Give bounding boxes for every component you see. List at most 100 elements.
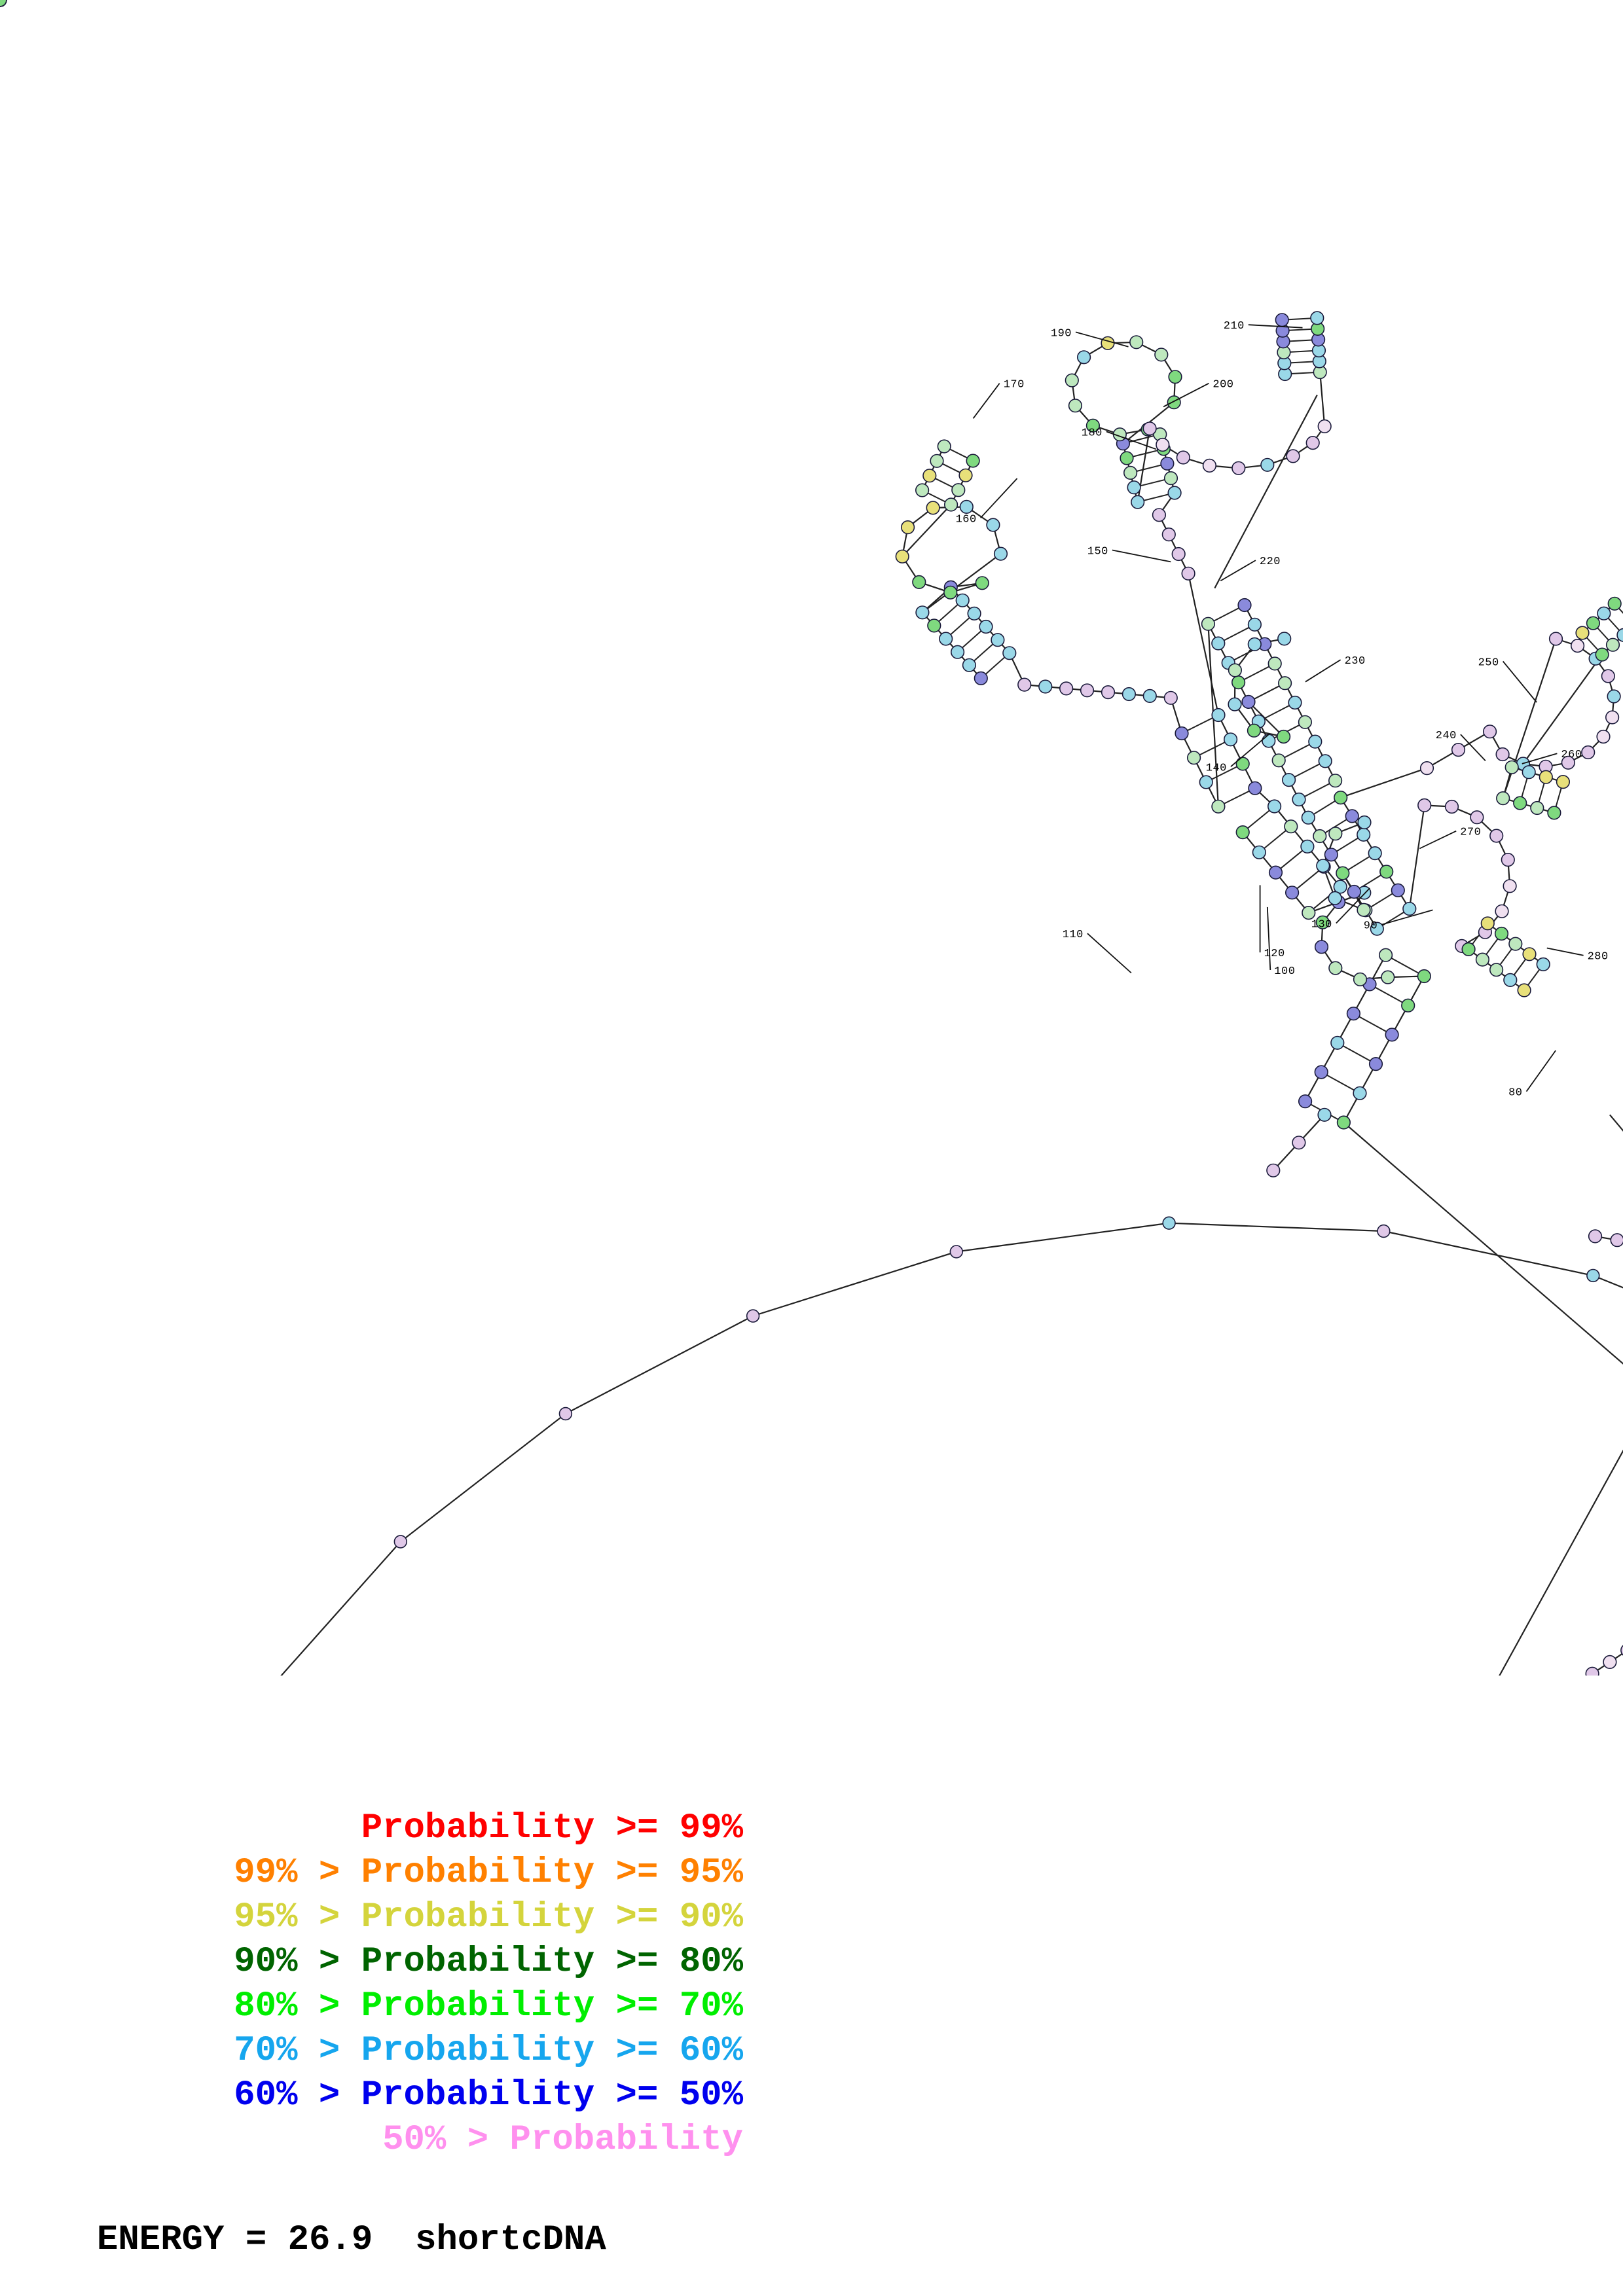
label-leader (1381, 909, 1433, 925)
nucleotide-circle (1581, 745, 1596, 760)
nucleotide-circle (1318, 754, 1332, 768)
nucleotide-circle (1530, 800, 1544, 816)
nucleotide-circle (393, 1535, 407, 1549)
nucleotide-circle (1605, 710, 1620, 725)
nucleotide-circle (1402, 901, 1417, 916)
position-label: 250 (1478, 656, 1499, 669)
nucleotide-circle (1038, 679, 1053, 694)
nucleotide-circle (975, 576, 989, 590)
backbone-segment (1158, 514, 1190, 574)
basepair-layer (922, 317, 1623, 1123)
legend-row: 99% > Probability >= 95% (234, 1853, 743, 1893)
nucleotide-circle (1357, 903, 1371, 917)
nucleotide-circle (1317, 1107, 1332, 1122)
legend-row: 60% > Probability >= 50% (234, 2075, 743, 2115)
nucleotide-circle (959, 499, 974, 514)
nucleotide-circle (1596, 729, 1611, 744)
nucleotide-circle (1266, 1163, 1281, 1177)
nucleotide-circle (1235, 757, 1250, 771)
nucleotide-circle (900, 520, 915, 535)
nucleotide-circle (951, 483, 966, 497)
nucleotide-circle (1288, 695, 1302, 710)
nucleotide-circle (1292, 792, 1306, 807)
nucleotide-circle (1308, 734, 1322, 749)
nucleotide-circle (1277, 676, 1292, 691)
nucleotide-circle (1211, 636, 1226, 651)
nucleotide-circle (1605, 637, 1620, 652)
nucleotide-circle (1489, 963, 1504, 977)
nucleotide-circle (1330, 1035, 1345, 1050)
nucleotide-circle (1202, 458, 1216, 473)
position-label: 140 (1206, 762, 1227, 774)
nucleotide-circle (1451, 742, 1466, 757)
backbone-segment (1304, 954, 1387, 1102)
nucleotide-circle (1276, 729, 1291, 744)
base-pair (1385, 954, 1425, 977)
nucleotide-circle (1401, 998, 1415, 1013)
position-label: 80 (1508, 1087, 1522, 1100)
nucleotide-circle (937, 439, 951, 454)
position-label: 100 (1274, 965, 1295, 978)
nucleotide-circle (1152, 508, 1166, 522)
nucleotide-circle (1536, 957, 1550, 971)
nucleotide-circle (1168, 370, 1182, 384)
nucleotide-circle (1122, 687, 1136, 702)
nucleotide-circle (1417, 798, 1432, 812)
nucleotide-circle (1175, 726, 1189, 741)
nucleotide-circle (1277, 632, 1292, 646)
nucleotide-circle (1607, 689, 1621, 704)
nucleotide-circle (1231, 675, 1246, 690)
backbone-segment (1343, 1122, 1623, 1365)
backbone-segment (1601, 634, 1623, 655)
nucleotide-circle (1494, 926, 1509, 941)
nucleotide-circle (1496, 791, 1510, 806)
backbone-segment (1218, 715, 1256, 789)
label-leader (1460, 734, 1486, 762)
nucleotide-circle (1068, 399, 1082, 413)
nucleotide-circle (1123, 465, 1138, 480)
nucleotide-circle (1298, 1094, 1313, 1109)
nucleotide-circle (1379, 865, 1394, 879)
nucleotide-circle (1585, 1666, 1599, 1676)
nucleotide-circle (966, 454, 980, 468)
position-label: 170 (1004, 379, 1025, 391)
connector-line (1499, 1449, 1623, 1676)
nucleotide-circle (1595, 647, 1609, 662)
nucleotide-circle (1571, 638, 1585, 653)
nucleotide-circle (1547, 806, 1561, 820)
nucleotide-circle (974, 671, 988, 685)
nucleotide-circle (1248, 781, 1262, 795)
label-leader (1248, 324, 1303, 329)
nucleotide-circle (1603, 1655, 1617, 1669)
nucleotide-circle (895, 549, 909, 564)
nucleotide-circle (1561, 755, 1575, 770)
position-label: 280 (1588, 951, 1609, 963)
rna-structure-panel: 1020304050607080901001101201301401501601… (0, 0, 1623, 1676)
position-label: 110 (1063, 929, 1084, 941)
nucleotide-circle (1345, 809, 1359, 823)
nucleotide-circle (1154, 348, 1169, 362)
legend-row: Probability >= 99% (361, 1808, 743, 1848)
nucleotide-circle (1161, 527, 1176, 542)
rna-structure-drawing: 1020304050607080901001101201301401501601… (0, 0, 1623, 1676)
nucleotide-circle (1237, 598, 1252, 613)
position-label: 130 (1311, 919, 1332, 931)
nucleotide-circle (1302, 905, 1316, 920)
position-label: 270 (1460, 827, 1481, 839)
label-leader (1503, 660, 1537, 703)
nucleotide-circle (1517, 983, 1531, 997)
nucleotide-circle (1167, 395, 1181, 410)
nucleotide-circle (1317, 419, 1332, 434)
nucleotide-circle (1444, 799, 1459, 814)
backbone-segment (950, 460, 974, 505)
label-leader (1075, 331, 1129, 348)
nucleotide-circle (1503, 973, 1518, 987)
nucleotide-circle (1241, 694, 1256, 709)
nucleotide-circle (1586, 616, 1600, 630)
nucleotide-circle (1059, 681, 1074, 696)
nucleotide-circle (1586, 1268, 1600, 1283)
nucleotide-circle (1076, 350, 1091, 365)
nucleotide-circle (1260, 457, 1275, 472)
label-leader (1419, 830, 1457, 850)
backbone-segment (1340, 767, 1427, 798)
